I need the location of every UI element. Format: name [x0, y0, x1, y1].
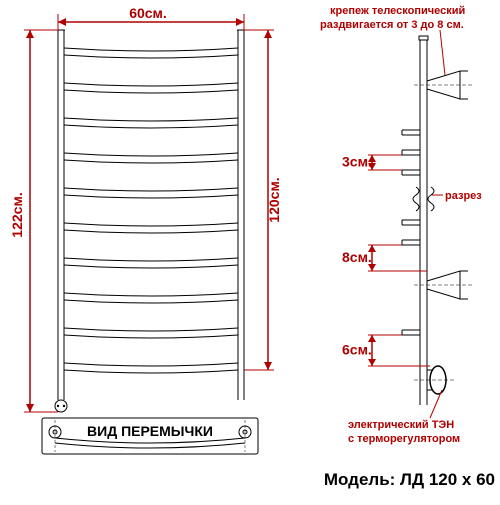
dim-8cm: 8см.: [342, 249, 372, 265]
width-dim: 60см.: [129, 5, 167, 21]
bottom-view-label: ВИД ПЕРЕМЫЧКИ: [87, 423, 213, 439]
height-left-dim: 122см.: [9, 192, 25, 237]
height-right-dim: 120см.: [266, 177, 282, 222]
model-label: Модель: ЛД 120 х 60: [324, 470, 495, 489]
heater-label-2: с терморегулятором: [348, 433, 460, 445]
mount-label-1: крепеж телескопический: [330, 5, 465, 17]
dim-3cm: 3см.: [342, 154, 372, 170]
heater-label-1: электрический ТЭН: [348, 419, 454, 431]
mount-label-2: раздвигается от 3 до 8 см.: [320, 19, 464, 31]
dim-6cm: 6см.: [342, 342, 372, 358]
cut-label: разрез: [445, 190, 482, 202]
